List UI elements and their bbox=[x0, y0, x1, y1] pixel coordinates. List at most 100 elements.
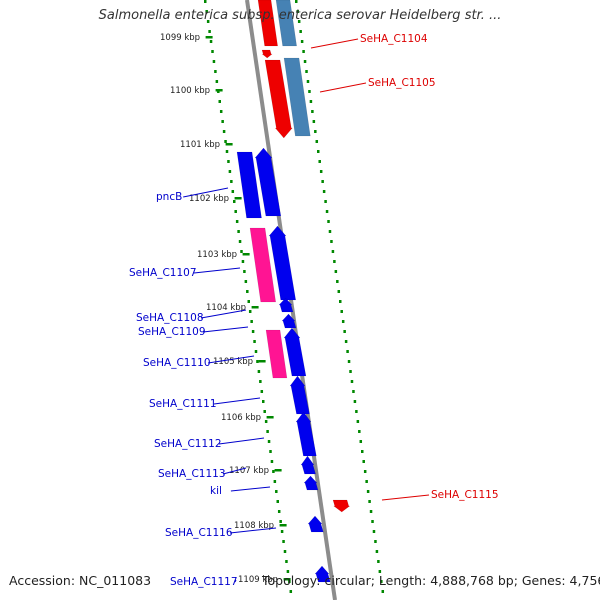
tick-dot bbox=[251, 330, 255, 333]
tick-dot bbox=[315, 140, 319, 143]
tick-dot bbox=[344, 340, 348, 343]
left-gene-labels: pncB SeHA_C1107 SeHA_C1108 SeHA_C1109 SeHA_C… bbox=[129, 187, 277, 588]
tick-dot bbox=[254, 350, 258, 353]
tick-dot bbox=[233, 200, 236, 203]
tick-dot bbox=[240, 250, 243, 253]
gene-label-leader bbox=[222, 467, 247, 475]
tick-dot bbox=[330, 240, 333, 243]
tick-dot bbox=[244, 280, 248, 283]
tick-dot bbox=[328, 230, 332, 233]
tick-dot bbox=[350, 380, 354, 383]
tick-dot bbox=[246, 290, 249, 293]
gene-label: SeHA_C1115 bbox=[431, 489, 499, 501]
gene-label: kil bbox=[210, 485, 222, 497]
scale-label: 1105 kbp bbox=[213, 357, 253, 367]
tick-dot bbox=[331, 250, 335, 253]
scale-label: 1101 kbp bbox=[180, 140, 220, 150]
tick-dot bbox=[209, 40, 213, 43]
tick-dot bbox=[318, 160, 321, 163]
tick-dot bbox=[314, 130, 317, 133]
scale-tick bbox=[279, 524, 287, 527]
scale-tick bbox=[205, 36, 213, 39]
gene-label-leader bbox=[234, 579, 237, 583]
tick-dot bbox=[306, 80, 310, 83]
gene-label: SeHA_C1108 bbox=[136, 312, 204, 324]
tick-dot bbox=[319, 170, 323, 173]
gene-label: SeHA_C1113 bbox=[158, 468, 226, 480]
gene-arrow bbox=[303, 475, 319, 491]
tick-dot bbox=[368, 500, 371, 503]
tick-dot bbox=[259, 380, 262, 383]
scale-label: 1104 kbp bbox=[206, 303, 246, 313]
gene-arrow bbox=[295, 411, 317, 457]
tick-dot bbox=[378, 570, 382, 573]
tick-dot bbox=[288, 580, 291, 583]
tick-dot bbox=[321, 180, 324, 183]
tick-dot bbox=[355, 410, 358, 413]
tick-dot bbox=[257, 370, 261, 373]
tick-dot bbox=[253, 340, 256, 343]
tick-dot bbox=[312, 120, 316, 123]
gene-arrow bbox=[278, 297, 294, 313]
gene-label-leader bbox=[319, 82, 367, 93]
gene-arrow bbox=[249, 227, 277, 303]
tick-dot bbox=[286, 570, 290, 573]
gene-arrow bbox=[332, 499, 351, 513]
scale-tick bbox=[251, 306, 259, 309]
tick-dot bbox=[361, 450, 364, 453]
tick-dot bbox=[289, 590, 293, 593]
gene-label-leader bbox=[213, 397, 261, 405]
tick-dot bbox=[285, 560, 288, 563]
scale-label: 1109 kbp bbox=[238, 575, 278, 585]
tick-dot bbox=[230, 180, 233, 183]
tick-dot bbox=[317, 150, 320, 153]
scale-tick bbox=[274, 469, 282, 472]
gene-label: pncB bbox=[156, 191, 182, 203]
scale-label: 1107 kbp bbox=[229, 466, 269, 476]
tick-dot bbox=[343, 330, 346, 333]
tick-dot bbox=[325, 210, 329, 213]
tick-dot bbox=[339, 300, 342, 303]
tick-dot bbox=[311, 110, 314, 113]
tick-dot bbox=[238, 240, 242, 243]
tick-dot bbox=[336, 280, 339, 283]
tick-dot bbox=[365, 480, 368, 483]
scale-label: 1100 kbp bbox=[170, 86, 210, 96]
tick-dot bbox=[208, 30, 211, 33]
tick-dot bbox=[263, 410, 266, 413]
gene-arrow bbox=[281, 313, 297, 329]
gene-arrow bbox=[307, 515, 324, 533]
tick-dot bbox=[272, 470, 275, 473]
tick-dot bbox=[262, 400, 265, 403]
tick-dot bbox=[273, 480, 277, 483]
tick-dot bbox=[380, 580, 383, 583]
tick-dot bbox=[362, 460, 365, 463]
gene-arrow bbox=[265, 329, 288, 379]
gene-arrow bbox=[254, 147, 282, 217]
tick-dot bbox=[269, 450, 272, 453]
tick-dot bbox=[359, 440, 363, 443]
tick-dot bbox=[248, 310, 252, 313]
tick-dot bbox=[225, 150, 229, 153]
gene-label-leader bbox=[193, 267, 241, 274]
tick-dot bbox=[375, 550, 379, 553]
tick-dot bbox=[235, 220, 239, 223]
tick-dot bbox=[206, 20, 210, 23]
tick-dot bbox=[372, 530, 376, 533]
tick-dot bbox=[366, 490, 370, 493]
gene-arrow bbox=[257, 0, 278, 47]
tick-dot bbox=[349, 370, 352, 373]
tick-dot bbox=[374, 540, 377, 543]
gene-features bbox=[236, 0, 351, 583]
genome-summary-text: Topology: circular; Length: 4,888,768 bp… bbox=[262, 573, 600, 588]
tick-dot bbox=[279, 520, 282, 523]
gene-arrow bbox=[300, 455, 316, 475]
gene-arrow bbox=[268, 225, 297, 301]
gene-label: SeHA_C1104 bbox=[360, 33, 428, 45]
gene-arrow bbox=[275, 0, 297, 47]
tick-dot bbox=[337, 290, 341, 293]
scale-label: 1102 kbp bbox=[189, 194, 229, 204]
tick-dot bbox=[334, 270, 338, 273]
gene-label: SeHA_C1105 bbox=[368, 77, 436, 89]
